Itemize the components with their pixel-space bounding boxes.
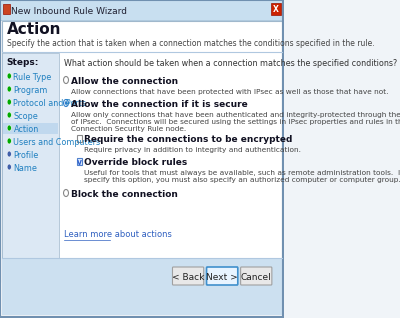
FancyBboxPatch shape: [241, 267, 272, 285]
Text: New Inbound Rule Wizard: New Inbound Rule Wizard: [11, 8, 127, 17]
Text: Connection Security Rule node.: Connection Security Rule node.: [71, 126, 186, 132]
Circle shape: [64, 77, 68, 84]
FancyBboxPatch shape: [77, 135, 82, 142]
FancyBboxPatch shape: [206, 267, 238, 285]
Text: Require privacy in addition to integrity and authentication.: Require privacy in addition to integrity…: [84, 147, 301, 153]
Text: Block the connection: Block the connection: [71, 190, 178, 199]
FancyBboxPatch shape: [77, 157, 82, 164]
FancyBboxPatch shape: [271, 3, 281, 15]
Circle shape: [7, 125, 11, 131]
Text: Next >: Next >: [206, 273, 238, 281]
Circle shape: [64, 100, 68, 107]
Text: Name: Name: [14, 164, 37, 173]
FancyBboxPatch shape: [2, 53, 59, 283]
Circle shape: [7, 164, 11, 170]
Circle shape: [7, 112, 11, 118]
Text: What action should be taken when a connection matches the specified conditions?: What action should be taken when a conne…: [64, 59, 397, 68]
FancyBboxPatch shape: [0, 0, 284, 20]
Text: Rule Type: Rule Type: [14, 73, 52, 82]
Text: Steps:: Steps:: [6, 58, 39, 67]
Text: Specify the action that is taken when a connection matches the conditions specif: Specify the action that is taken when a …: [7, 39, 375, 48]
Text: Profile: Profile: [14, 151, 39, 160]
Text: specify this option, you must also specify an authorized computer or computer gr: specify this option, you must also speci…: [84, 177, 400, 183]
Text: Action: Action: [14, 125, 39, 134]
Text: Scope: Scope: [14, 112, 38, 121]
Text: v: v: [77, 158, 82, 167]
Text: Allow only connections that have been authenticated and integrity-protected thro: Allow only connections that have been au…: [71, 112, 400, 118]
Text: Allow the connection if it is secure: Allow the connection if it is secure: [71, 100, 248, 109]
Circle shape: [7, 99, 11, 105]
Text: of IPsec.  Connections will be secured using the settings in IPsec properties an: of IPsec. Connections will be secured us…: [71, 119, 400, 125]
FancyBboxPatch shape: [3, 123, 58, 134]
Circle shape: [7, 138, 11, 144]
Text: Action: Action: [7, 22, 62, 37]
Circle shape: [7, 86, 11, 92]
Text: Allow the connection: Allow the connection: [71, 77, 178, 86]
Text: Require the connections to be encrypted: Require the connections to be encrypted: [84, 135, 292, 144]
Text: Users and Computers: Users and Computers: [14, 138, 101, 147]
FancyBboxPatch shape: [2, 258, 282, 315]
Text: X: X: [273, 4, 279, 13]
Text: Learn more about actions: Learn more about actions: [64, 230, 172, 239]
Text: Override block rules: Override block rules: [84, 158, 187, 167]
Circle shape: [7, 73, 11, 79]
Text: Useful for tools that must always be available, such as remote administration to: Useful for tools that must always be ava…: [84, 170, 400, 176]
FancyBboxPatch shape: [3, 4, 10, 14]
Text: Cancel: Cancel: [241, 273, 272, 281]
Circle shape: [7, 151, 11, 157]
FancyBboxPatch shape: [172, 267, 204, 285]
Text: < Back: < Back: [172, 273, 204, 281]
Circle shape: [64, 190, 68, 197]
FancyBboxPatch shape: [2, 21, 282, 282]
Circle shape: [65, 101, 67, 105]
Text: Protocol and Ports: Protocol and Ports: [14, 99, 86, 108]
Text: Program: Program: [14, 86, 48, 95]
Text: Allow connections that have been protected with IPsec as well as those that have: Allow connections that have been protect…: [71, 89, 388, 95]
